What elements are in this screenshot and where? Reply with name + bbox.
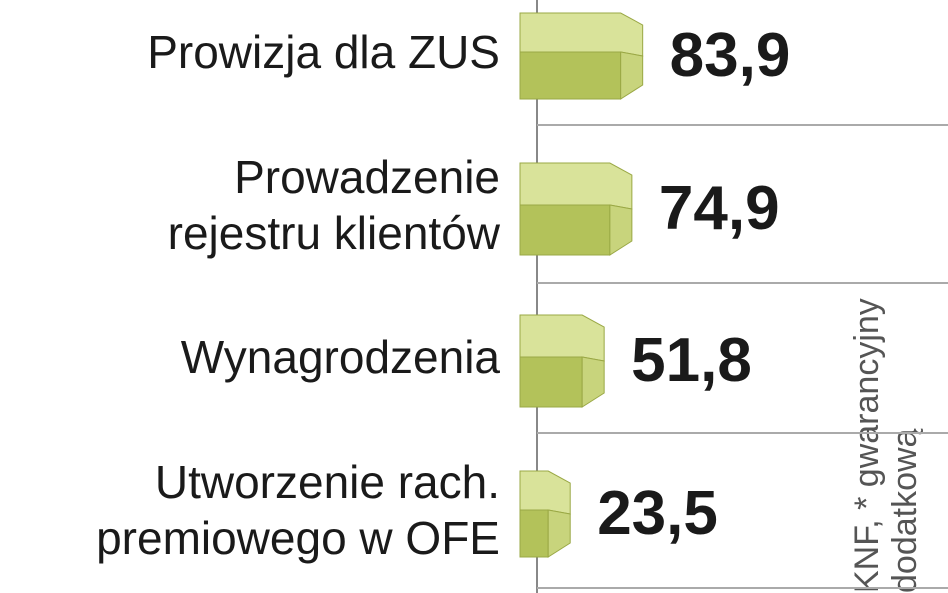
- category-label: premiowego w OFE: [96, 512, 500, 564]
- value-label: 51,8: [631, 326, 752, 395]
- category-label: Prowizja dla ZUS: [147, 26, 500, 78]
- side-note: dodatkową: [886, 428, 924, 593]
- bar-top: [519, 162, 633, 210]
- bar-top: [519, 314, 605, 362]
- bar-side: [609, 204, 633, 256]
- bar-top: [519, 470, 571, 515]
- bar-front: [519, 356, 583, 408]
- bar-front: [519, 204, 611, 256]
- category-label: Utworzenie rach.: [155, 456, 500, 508]
- side-note: KNF, * gwarancyjny: [848, 298, 886, 593]
- bar-top: [519, 12, 644, 57]
- bar-front: [519, 509, 549, 558]
- value-label: 23,5: [597, 479, 718, 548]
- value-label: 74,9: [659, 174, 780, 243]
- bar-side: [547, 509, 571, 558]
- category-label: Wynagrodzenia: [181, 331, 501, 383]
- bar-front: [519, 51, 622, 100]
- bar-side: [581, 356, 605, 408]
- value-label: 83,9: [670, 21, 791, 90]
- category-label: rejestru klientów: [168, 207, 501, 259]
- bar-side: [620, 51, 644, 100]
- category-label: Prowadzenie: [234, 151, 500, 203]
